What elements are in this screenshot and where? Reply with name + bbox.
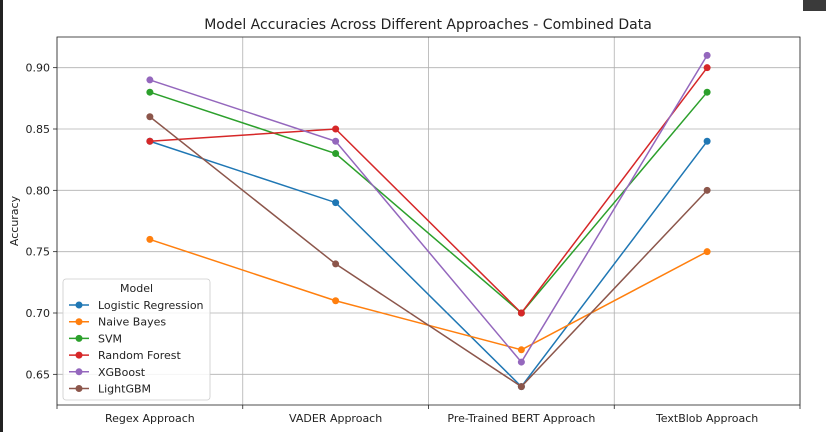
- legend-box: [62, 278, 211, 401]
- chart-title: Model Accuracies Across Different Approa…: [204, 17, 652, 33]
- data-point-xgboost: [517, 358, 525, 366]
- data-point-random-forest: [517, 309, 525, 317]
- axes: 0.65 0.70 0.75 0.80 0.85 0.90 Regex Approach VA…: [26, 36, 801, 425]
- legend-marker-logistic-regression: [75, 301, 83, 309]
- series-line-xgboost: [149, 55, 708, 364]
- series-lines: [146, 51, 711, 391]
- legend-label-lightgbm: LightGBM: [98, 383, 151, 396]
- x-tick-label: TextBlob Approach: [655, 412, 758, 425]
- legend-marker-svm: [75, 334, 83, 342]
- window-edge: [0, 0, 3, 432]
- x-tick-label: Pre-Trained BERT Approach: [447, 412, 595, 425]
- series-line-lightgbm: [149, 116, 708, 388]
- x-tick-label: Regex Approach: [105, 412, 195, 425]
- x-tick-label: VADER Approach: [289, 412, 382, 425]
- window-corner-control: [803, 0, 826, 11]
- legend-label-logistic-regression: Logistic Regression: [98, 299, 204, 312]
- y-tick-label: 0.75: [26, 246, 51, 259]
- legend-marker-random-forest: [75, 351, 83, 359]
- legend-label-xgboost: XGBoost: [98, 366, 146, 379]
- data-point-random-forest: [332, 125, 340, 133]
- data-point-lightgbm: [703, 186, 711, 194]
- data-point-lightgbm: [332, 260, 340, 268]
- data-point-lightgbm: [146, 113, 154, 121]
- legend-marker-lightgbm: [75, 385, 83, 392]
- legend: Model Logistic Regression Naive Bayes SVM Ra…: [62, 278, 211, 401]
- y-axis-label: Accuracy: [8, 195, 21, 246]
- data-point-naive-bayes: [517, 346, 525, 354]
- series-line-logistic-regression: [149, 140, 708, 388]
- legend-title: Model: [120, 282, 153, 295]
- y-tick-label: 0.85: [26, 123, 51, 136]
- data-point-svm: [146, 88, 154, 96]
- y-tick-label: 0.90: [26, 62, 51, 75]
- legend-marker-naive-bayes: [75, 318, 83, 326]
- y-tick-label: 0.80: [26, 184, 51, 197]
- plot-frame: [56, 36, 801, 406]
- legend-label-random-forest: Random Forest: [98, 349, 181, 362]
- legend-marker-xgboost: [75, 368, 83, 376]
- data-point-naive-bayes: [703, 248, 711, 256]
- data-point-lightgbm: [517, 383, 525, 391]
- y-tick-label: 0.70: [26, 307, 51, 320]
- data-point-xgboost: [703, 51, 711, 59]
- data-point-svm: [703, 88, 711, 96]
- data-point-random-forest: [703, 64, 711, 72]
- data-point-xgboost: [332, 137, 340, 145]
- legend-label-svm: SVM: [98, 332, 122, 345]
- legend-label-naive-bayes: Naive Bayes: [98, 316, 166, 329]
- data-point-logistic-regression: [332, 199, 340, 207]
- data-point-svm: [332, 150, 340, 158]
- data-point-naive-bayes: [146, 235, 154, 243]
- data-point-naive-bayes: [332, 297, 340, 305]
- data-point-xgboost: [146, 76, 154, 84]
- y-tick-label: 0.65: [26, 368, 51, 381]
- data-point-logistic-regression: [703, 137, 711, 145]
- data-point-random-forest: [146, 137, 154, 145]
- series-line-svm: [149, 91, 708, 315]
- series-line-random-forest: [149, 67, 708, 315]
